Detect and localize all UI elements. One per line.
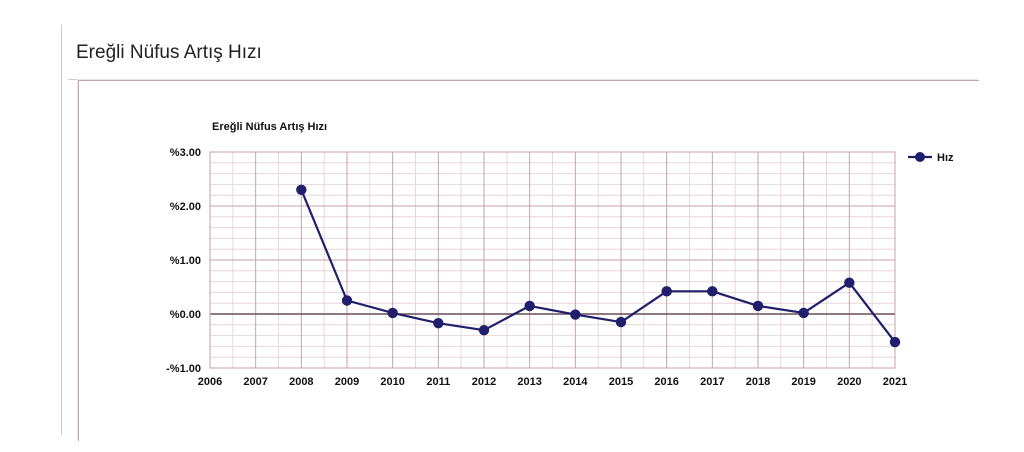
page-title: Ereğli Nüfus Artış Hızı <box>76 42 262 63</box>
data-point <box>752 300 764 312</box>
x-tick-label: 2006 <box>198 376 222 388</box>
x-tick-label: 2020 <box>837 376 861 388</box>
chart-grid <box>209 151 896 369</box>
x-tick-label: 2013 <box>517 376 541 388</box>
chart-panel <box>78 80 979 441</box>
series-line <box>300 189 896 343</box>
x-tick-label: 2012 <box>472 376 496 388</box>
y-tick-label: %1.00 <box>170 255 201 267</box>
data-point <box>524 300 535 312</box>
plot-border <box>209 151 896 369</box>
y-tick-label: -%1.00 <box>166 363 201 375</box>
y-tick-label: %0.00 <box>170 309 201 321</box>
x-tick-label: 2009 <box>335 376 359 388</box>
x-tick-label: 2019 <box>791 376 815 388</box>
data-point <box>661 286 672 297</box>
x-tick-label: 2011 <box>426 376 450 388</box>
x-tick-label: 2007 <box>243 376 267 388</box>
legend-label: Hız <box>937 152 954 164</box>
data-point <box>798 307 809 319</box>
data-point <box>478 325 490 336</box>
data-point <box>570 309 581 320</box>
data-point <box>615 316 627 328</box>
x-tick-label: 2018 <box>746 376 770 388</box>
x-tick-label: 2017 <box>700 376 724 388</box>
y-tick-label: %3.00 <box>170 147 201 159</box>
data-point <box>296 184 307 195</box>
data-point <box>387 307 398 319</box>
chart-title: Ereğli Nüfus Artış Hızı <box>212 121 327 133</box>
x-tick-label: 2014 <box>563 376 588 388</box>
data-point <box>341 295 353 306</box>
x-tick-label: 2010 <box>380 376 404 388</box>
title-divider <box>68 79 968 80</box>
y-tick-label: %2.00 <box>170 201 201 213</box>
x-tick-label: 2021 <box>883 376 907 388</box>
legend: Hız <box>908 152 954 164</box>
x-tick-label: 2015 <box>609 376 633 388</box>
left-border-line <box>61 25 62 435</box>
x-axis-ticks: 2006 2007 2008 2009 2010 2011 2012 2013 2014 2015… <box>198 376 907 388</box>
legend-marker <box>915 152 925 162</box>
x-tick-label: 2016 <box>654 376 678 388</box>
data-point <box>844 277 855 288</box>
data-point <box>707 286 718 297</box>
y-axis-ticks: %3.00 %2.00 %1.00 %0.00 -%1.00 <box>166 147 201 375</box>
x-tick-label: 2008 <box>289 376 313 388</box>
series-group <box>296 184 901 348</box>
data-point <box>889 336 901 348</box>
data-point <box>433 317 444 329</box>
